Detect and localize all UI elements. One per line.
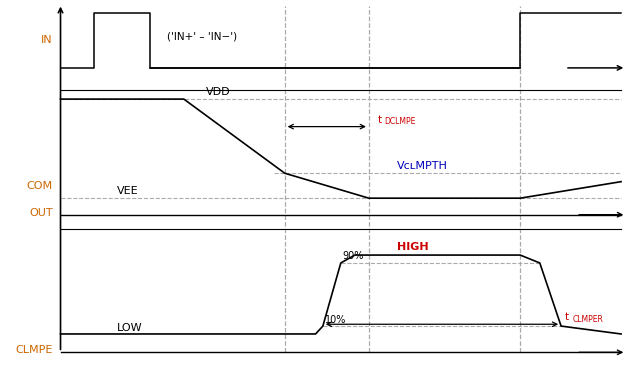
Text: t: t <box>377 115 382 125</box>
Text: COM: COM <box>27 181 53 191</box>
Text: CLMPER: CLMPER <box>573 315 603 324</box>
Text: LOW: LOW <box>117 323 142 333</box>
Text: CLMPE: CLMPE <box>15 345 53 356</box>
Text: VDD: VDD <box>206 87 231 97</box>
Text: VEE: VEE <box>117 186 138 196</box>
Text: 90%: 90% <box>343 251 364 261</box>
Text: OUT: OUT <box>29 208 53 218</box>
Text: t: t <box>564 312 568 322</box>
Text: 10%: 10% <box>325 315 346 325</box>
Text: VᴄʟMPTH: VᴄʟMPTH <box>397 161 448 171</box>
Text: HIGH: HIGH <box>397 242 429 252</box>
Text: IN: IN <box>41 35 53 46</box>
Text: DCLMPE: DCLMPE <box>385 117 416 126</box>
Text: ('IN+' – 'IN−'): ('IN+' – 'IN−') <box>167 32 237 42</box>
